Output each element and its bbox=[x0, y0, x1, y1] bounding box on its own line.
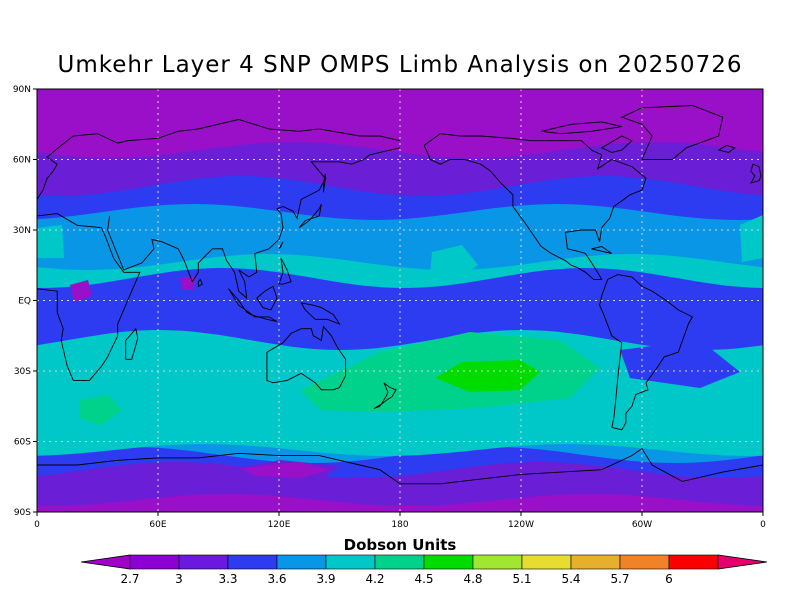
coast-iceland bbox=[717, 144, 736, 153]
colorbar-level-label: 3.6 bbox=[267, 572, 286, 586]
purple-patch-indian bbox=[70, 280, 92, 302]
coast-antarctica bbox=[37, 447, 764, 485]
coast-australia bbox=[266, 325, 347, 391]
coast-europe bbox=[36, 119, 401, 200]
colorbar-swatch bbox=[227, 554, 278, 570]
colorbar-level-label: 5.7 bbox=[610, 572, 629, 586]
blue-patch-south-atlantic bbox=[620, 340, 740, 388]
coast-baffin bbox=[600, 135, 633, 153]
coast-africa bbox=[36, 213, 141, 381]
lon-tick-label: 60E bbox=[149, 520, 166, 530]
coast-sri-lanka bbox=[197, 278, 203, 288]
colorbar-swatch bbox=[472, 554, 523, 570]
coast-north-america bbox=[423, 133, 647, 280]
colorbar-swatch bbox=[129, 554, 180, 570]
coast-cuba bbox=[591, 246, 613, 254]
coast-arctic-islands bbox=[541, 121, 622, 135]
colorbar-swatch bbox=[374, 554, 425, 570]
colorbar-level-label: 6 bbox=[665, 572, 673, 586]
seagreen-patch-indian bbox=[80, 395, 122, 426]
colorbar-title: Dobson Units bbox=[343, 536, 457, 554]
coast-japan bbox=[298, 203, 322, 229]
coast-uk bbox=[749, 163, 762, 184]
cyan-patch-west bbox=[37, 225, 64, 258]
colorbar-swatch bbox=[178, 554, 229, 570]
band-blue-tropic bbox=[37, 268, 763, 350]
coast-greenland bbox=[620, 105, 724, 160]
colorbar-level-label: 3.3 bbox=[218, 572, 237, 586]
grid-lines bbox=[37, 89, 763, 512]
purple-patch-antarctic bbox=[240, 462, 330, 478]
colorbar-under-triangle bbox=[80, 554, 131, 570]
colorbar-level-label: 4.5 bbox=[414, 572, 433, 586]
colorbar-swatch bbox=[668, 554, 719, 570]
coast-new-guinea bbox=[300, 302, 341, 325]
lat-tick-label: 30N bbox=[13, 226, 31, 236]
coast-taiwan bbox=[278, 241, 284, 250]
colorbar-level-label: 3.9 bbox=[316, 572, 335, 586]
coastlines bbox=[36, 105, 764, 485]
colorbar-swatch bbox=[570, 554, 621, 570]
lat-tick-label: 60S bbox=[14, 438, 31, 448]
coast-sakhalin bbox=[322, 173, 326, 193]
coast-asia-south bbox=[107, 147, 401, 300]
lon-tick-label: 180 bbox=[391, 520, 408, 530]
coast-new-zealand bbox=[373, 382, 397, 410]
colorbar-level-label: 5.4 bbox=[561, 572, 580, 586]
longitude-ticks: 0 60E 120E 180 120W 60W 0 bbox=[34, 512, 766, 530]
cyan-patch-pacific bbox=[430, 245, 478, 285]
lon-tick-label: 60W bbox=[632, 520, 652, 530]
colorbar-level-label: 5.1 bbox=[512, 572, 531, 586]
lon-tick-label: 120E bbox=[268, 520, 291, 530]
lat-tick-label: 90S bbox=[14, 508, 31, 518]
colorbar-swatch bbox=[521, 554, 572, 570]
coast-south-america bbox=[599, 274, 694, 431]
purple-patch-india bbox=[180, 276, 195, 290]
lat-tick-label: 60N bbox=[13, 156, 31, 166]
colorbar-swatch bbox=[423, 554, 474, 570]
colorbar-level-label: 3 bbox=[175, 572, 183, 586]
coast-borneo bbox=[256, 285, 278, 311]
green-patch-pacific bbox=[435, 360, 540, 392]
colorbar-over-triangle bbox=[717, 554, 768, 570]
colorbar-swatch bbox=[276, 554, 327, 570]
lon-tick-label: 120W bbox=[508, 520, 534, 530]
latitude-ticks: 90N 60N 30N EQ 30S 60S 90S bbox=[13, 85, 37, 518]
colorbar-swatch bbox=[619, 554, 670, 570]
cyan-patch-east bbox=[740, 215, 763, 262]
colorbar-level-label: 2.7 bbox=[120, 572, 139, 586]
lon-tick-label: 0 bbox=[760, 520, 766, 530]
lat-tick-label: 30S bbox=[14, 367, 31, 377]
colorbar: 2.7 3 3.3 3.6 3.9 4.2 4.5 4.8 5.1 5.4 5.7 6 bbox=[80, 554, 768, 586]
coast-philippines bbox=[278, 257, 292, 285]
lon-tick-label: 0 bbox=[34, 520, 40, 530]
colorbar-level-label: 4.2 bbox=[365, 572, 384, 586]
chart-title: Umkehr Layer 4 SNP OMPS Limb Analysis on… bbox=[57, 52, 743, 78]
colorbar-level-label: 4.8 bbox=[463, 572, 482, 586]
colorbar-swatch bbox=[325, 554, 376, 570]
coast-indonesia bbox=[228, 288, 278, 323]
lat-tick-label: EQ bbox=[18, 297, 31, 307]
lat-tick-label: 90N bbox=[13, 85, 31, 95]
coast-madagascar bbox=[125, 327, 139, 360]
